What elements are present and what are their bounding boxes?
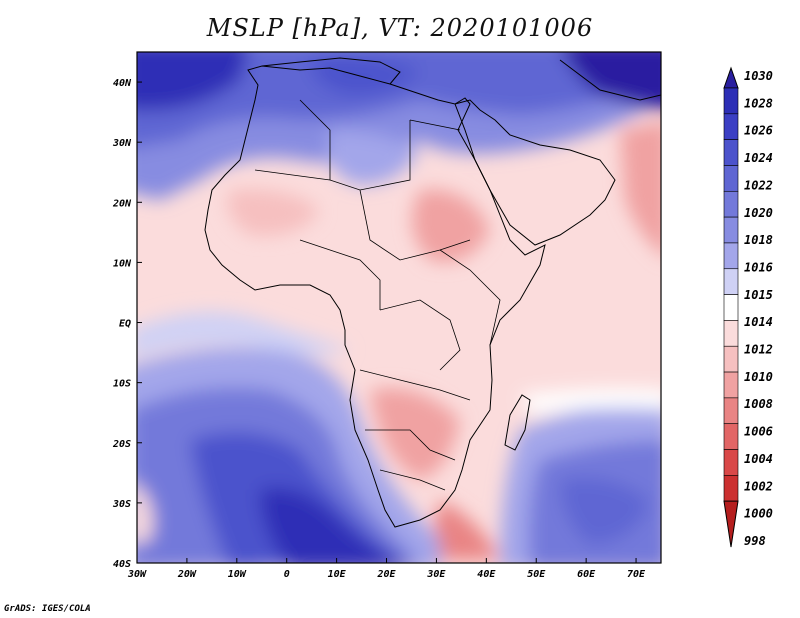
colorbar-segment bbox=[723, 190, 739, 218]
border-egypt-libya bbox=[409, 119, 461, 131]
colorbar-segment bbox=[723, 242, 739, 270]
x-tick-label: 40E bbox=[477, 569, 496, 580]
y-tick-label: 40S bbox=[113, 559, 131, 570]
colorbar-label: 1012 bbox=[744, 343, 773, 357]
x-tick-label: 20W bbox=[177, 569, 197, 580]
map-panel bbox=[137, 52, 661, 563]
low-south-atlantic-west bbox=[137, 485, 153, 544]
x-tick-label: 0 bbox=[284, 569, 290, 580]
y-tick-label: 30N bbox=[112, 138, 132, 149]
x-tick-label: 50E bbox=[527, 569, 546, 580]
border-angola-zambia bbox=[359, 369, 471, 401]
low-arabian-sea bbox=[620, 121, 661, 254]
coastlines bbox=[204, 57, 661, 528]
colorbar-label: 1002 bbox=[744, 479, 773, 493]
x-tick-label: 70E bbox=[627, 569, 646, 580]
colorbar-label: 1000 bbox=[744, 507, 773, 521]
colorbar-segment bbox=[723, 113, 739, 140]
border-drc bbox=[379, 299, 461, 371]
x-tick-label: 10E bbox=[328, 569, 347, 580]
high-south-atlantic-core bbox=[260, 488, 404, 563]
colorbar-segment bbox=[723, 268, 739, 295]
map-frame bbox=[136, 51, 662, 564]
colorbar-label: 1028 bbox=[744, 96, 773, 110]
madagascar-coastline bbox=[504, 394, 531, 451]
colorbar-segment bbox=[723, 345, 739, 373]
colorbar-label: 1030 bbox=[744, 69, 773, 83]
colorbar-segment bbox=[723, 423, 739, 450]
high-south-indian-core bbox=[560, 477, 650, 545]
border-nigeria-cameroon bbox=[299, 239, 381, 310]
colorbar-segment bbox=[723, 320, 739, 347]
border-chad-sudan bbox=[359, 189, 471, 261]
colorbar-label: 1014 bbox=[744, 315, 773, 329]
arabia-coastline bbox=[454, 99, 616, 246]
mediterranean-north-coast bbox=[261, 57, 401, 85]
low-west-africa bbox=[227, 189, 320, 236]
y-tick-label: 40N bbox=[113, 78, 132, 89]
high-northwest-core bbox=[137, 52, 247, 110]
map-title: MSLP [hPa], VT: 2020101006 bbox=[206, 14, 594, 42]
colorbar-segment bbox=[723, 165, 739, 192]
x-tick-label: 20E bbox=[376, 569, 396, 580]
colorbar-segment bbox=[723, 139, 739, 166]
colorbar-label: 1010 bbox=[744, 370, 773, 384]
colorbar-segment bbox=[723, 216, 739, 244]
colorbar-label: 1006 bbox=[744, 425, 773, 439]
colorbar-label: 1024 bbox=[744, 151, 773, 165]
colorbar-segment bbox=[723, 475, 739, 502]
colorbar-segment bbox=[723, 294, 739, 321]
y-tick-label: 10S bbox=[113, 379, 131, 390]
colorbar-label: 1008 bbox=[744, 397, 773, 411]
pressure-field bbox=[137, 52, 661, 563]
y-tick-label: 30S bbox=[112, 499, 131, 510]
colorbar-label: 1004 bbox=[744, 452, 773, 466]
y-tick-label: 20S bbox=[112, 439, 131, 450]
colorbar-label: 998 bbox=[744, 534, 766, 548]
high-mediterranean bbox=[310, 56, 420, 95]
low-sudan bbox=[412, 189, 490, 262]
y-tick-label: EQ bbox=[119, 319, 131, 330]
colorbar-label: 1026 bbox=[744, 124, 773, 138]
colorbar: 1030 1028 1026 1024 1022 1020 1018 1016 1015 1014… bbox=[723, 66, 773, 548]
africa-coastline bbox=[204, 65, 546, 528]
x-tick-label: 30W bbox=[127, 569, 147, 580]
y-axis-ticks: 40N 30N 20N 10N EQ 10S 20S 30S 40S bbox=[112, 78, 142, 570]
colorbar-segment bbox=[723, 449, 739, 476]
colorbar-label: 1016 bbox=[744, 260, 773, 274]
high-sahara bbox=[328, 130, 420, 185]
colorbar-segment bbox=[723, 397, 739, 425]
border-algeria bbox=[299, 99, 331, 180]
ridge-gulf-of-guinea bbox=[137, 312, 350, 358]
y-tick-label: 20N bbox=[112, 198, 132, 209]
x-tick-label: 30E bbox=[426, 569, 446, 580]
x-tick-label: 10W bbox=[228, 569, 247, 580]
grads-credit: GrADS: IGES/COLA bbox=[4, 604, 91, 614]
border-ethiopia-kenya bbox=[439, 249, 501, 346]
colorbar-label: 1020 bbox=[744, 206, 773, 220]
x-axis-ticks: 30W 20W 10W 0 10E 20E 30E 40E 50E 60E 70E bbox=[127, 558, 646, 580]
colorbar-bottom-arrow bbox=[723, 500, 739, 548]
colorbar-segment bbox=[723, 87, 739, 115]
x-tick-label: 60E bbox=[577, 569, 596, 580]
colorbar-label: 1022 bbox=[744, 178, 773, 192]
border-south-africa bbox=[379, 469, 446, 491]
low-southern-africa bbox=[370, 388, 460, 480]
colorbar-label: 1018 bbox=[744, 233, 773, 247]
low-south-coast bbox=[435, 500, 500, 560]
colorbar-segment bbox=[723, 371, 739, 399]
colorbar-label: 1015 bbox=[744, 288, 773, 302]
colorbar-top-arrow bbox=[723, 66, 739, 89]
high-north-mid bbox=[137, 52, 661, 148]
country-borders bbox=[254, 99, 501, 491]
asia-coast bbox=[559, 59, 661, 101]
y-tick-label: 10N bbox=[113, 258, 132, 269]
high-northeast-core bbox=[564, 52, 661, 110]
ridge-indian-ocean bbox=[520, 388, 661, 415]
border-namibia-botswana bbox=[365, 429, 456, 461]
